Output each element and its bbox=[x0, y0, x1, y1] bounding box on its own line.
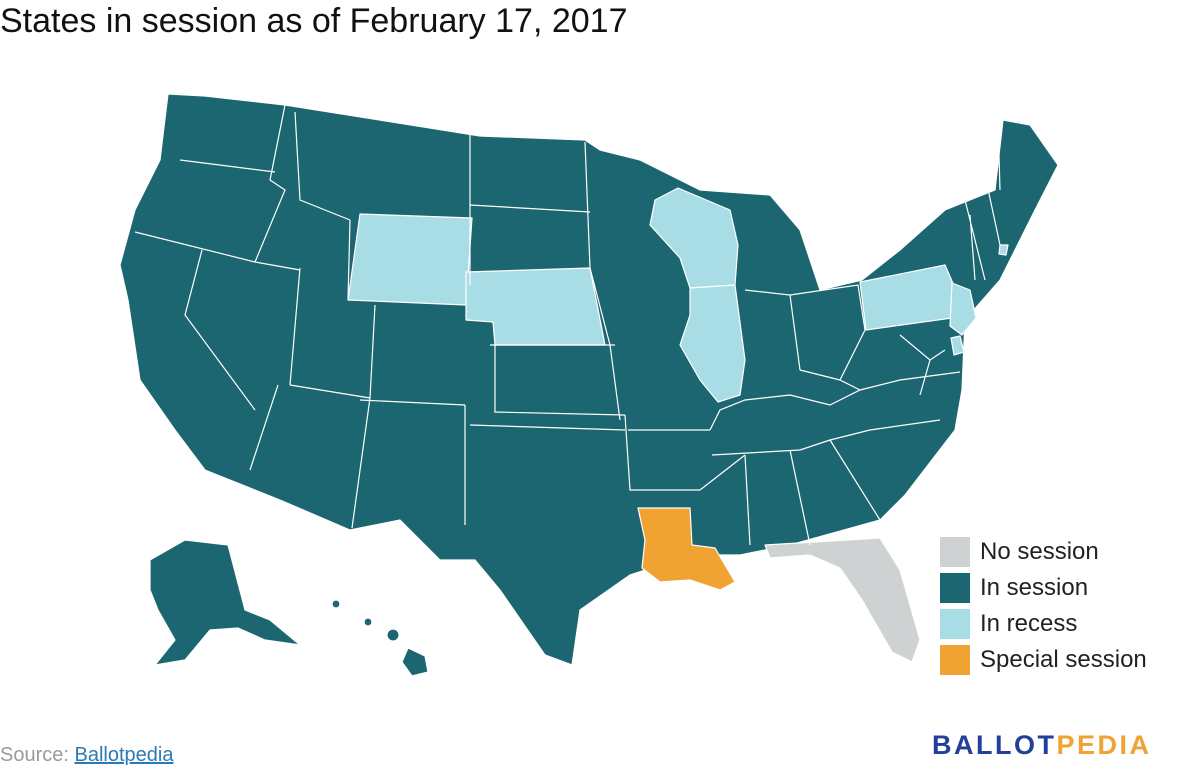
logo-part1: BALLOT bbox=[932, 730, 1057, 760]
legend-swatch-special-session bbox=[940, 645, 970, 675]
state-wyoming bbox=[347, 213, 473, 306]
ballotpedia-logo: BALLOTPEDIA bbox=[932, 730, 1152, 761]
page-title: States in session as of February 17, 201… bbox=[0, 2, 628, 40]
legend-swatch-no-session bbox=[940, 537, 970, 567]
legend-item-special-session: Special session bbox=[940, 642, 1147, 678]
source-credit: Source: Ballotpedia bbox=[0, 744, 173, 767]
lower-48-in-session-base bbox=[119, 93, 1059, 666]
legend-label-special-session: Special session bbox=[980, 646, 1147, 673]
state-hawaii-big bbox=[401, 647, 429, 677]
state-florida bbox=[764, 537, 921, 663]
logo-part2: PEDIA bbox=[1056, 730, 1152, 760]
state-delaware bbox=[950, 335, 965, 356]
state-new-jersey bbox=[949, 282, 977, 336]
legend-item-in-recess: In recess bbox=[940, 606, 1147, 642]
state-rhode-island bbox=[998, 244, 1009, 256]
legend-item-in-session: In session bbox=[940, 570, 1147, 606]
legend-swatch-in-session bbox=[940, 573, 970, 603]
legend-label-in-session: In session bbox=[980, 574, 1089, 601]
state-hawaii-kauai bbox=[331, 599, 341, 609]
legend: No session In session In recess Special … bbox=[940, 534, 1147, 678]
source-prefix: Source: bbox=[0, 744, 75, 766]
source-link[interactable]: Ballotpedia bbox=[74, 744, 174, 766]
state-alaska bbox=[149, 539, 301, 666]
state-louisiana bbox=[637, 507, 736, 591]
state-borders bbox=[134, 104, 1001, 546]
legend-label-in-recess: In recess bbox=[980, 610, 1078, 637]
legend-item-no-session: No session bbox=[940, 534, 1147, 570]
state-hawaii-maui bbox=[386, 628, 400, 642]
state-illinois bbox=[679, 284, 746, 403]
legend-label-no-session: No session bbox=[980, 538, 1099, 565]
legend-swatch-in-recess bbox=[940, 609, 970, 639]
state-hawaii-oahu bbox=[363, 617, 373, 627]
